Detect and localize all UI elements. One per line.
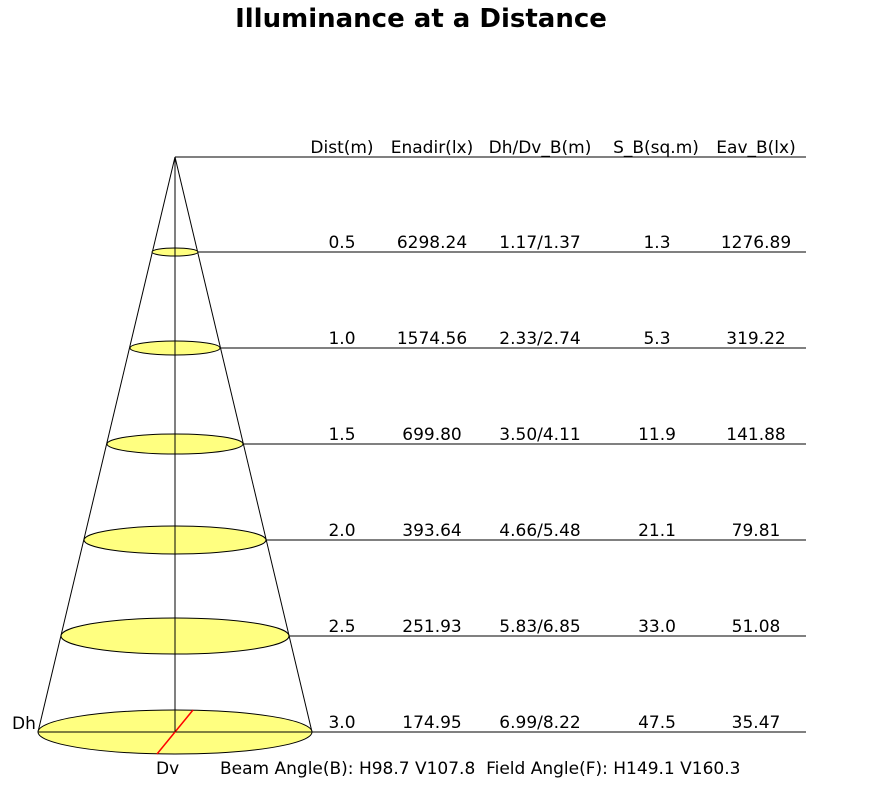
cell-sb: 33.0 [638,617,676,637]
cell-eav: 35.47 [732,713,781,733]
angle-footer: Beam Angle(B): H98.7 V107.8 Field Angle(… [220,759,740,779]
cell-enadir: 174.95 [402,713,461,733]
cell-eav: 1276.89 [721,233,791,253]
header-eav: Eav_B(lx) [716,138,795,158]
cell-sb: 21.1 [638,521,676,541]
cell-sb: 47.5 [638,713,676,733]
dv-label: Dv [156,759,179,779]
level-row: 3.0 174.95 6.99/8.22 47.5 35.47 [37,709,806,755]
cell-dhdv: 5.83/6.85 [499,617,580,637]
cell-enadir: 699.80 [402,425,461,445]
dh-label: Dh [12,714,36,734]
cell-eav: 79.81 [732,521,781,541]
header-enadir: Enadir(lx) [391,138,474,158]
level-row: 1.5 699.80 3.50/4.11 11.9 141.88 [106,425,806,455]
cell-dhdv: 4.66/5.48 [499,521,580,541]
chart-title: Illuminance at a Distance [235,4,607,34]
cell-dhdv: 3.50/4.11 [499,425,580,445]
cell-sb: 1.3 [643,233,670,253]
cell-dist: 2.0 [328,521,355,541]
cell-enadir: 1574.56 [397,329,467,349]
cell-dhdv: 2.33/2.74 [499,329,580,349]
cell-dist: 3.0 [328,713,355,733]
header-dhdv: Dh/Dv_B(m) [489,138,592,158]
cell-eav: 319.22 [726,329,785,349]
cell-enadir: 6298.24 [397,233,467,253]
cell-dhdv: 6.99/8.22 [499,713,580,733]
cell-dist: 1.5 [328,425,355,445]
cell-sb: 5.3 [643,329,670,349]
cell-eav: 141.88 [726,425,785,445]
level-row: 2.0 393.64 4.66/5.48 21.1 79.81 [83,521,806,555]
header-dist: Dist(m) [310,138,373,158]
cell-enadir: 393.64 [402,521,461,541]
cell-dist: 0.5 [328,233,355,253]
level-row: 0.5 6298.24 1.17/1.37 1.3 1276.89 [151,233,806,257]
level-row: 1.0 1574.56 2.33/2.74 5.3 319.22 [129,329,806,356]
header-sb: S_B(sq.m) [613,138,699,158]
cell-dist: 2.5 [328,617,355,637]
cell-dist: 1.0 [328,329,355,349]
cell-enadir: 251.93 [402,617,461,637]
cell-dhdv: 1.17/1.37 [499,233,580,253]
cell-eav: 51.08 [732,617,781,637]
level-row: 2.5 251.93 5.83/6.85 33.0 51.08 [60,617,806,655]
cell-sb: 11.9 [638,425,676,445]
